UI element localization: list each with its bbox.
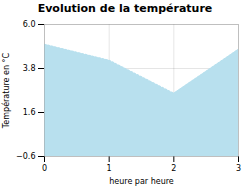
svg-text:3.8: 3.8: [23, 64, 36, 73]
svg-text:3: 3: [236, 164, 241, 173]
svg-text:heure par heure: heure par heure: [109, 177, 174, 186]
svg-text:1.6: 1.6: [23, 108, 36, 117]
svg-text:1: 1: [107, 164, 112, 173]
html-text:Evolution de la température: Evolution de la température: [37, 2, 213, 15]
svg-text:−0.6: −0.6: [16, 152, 35, 161]
svg-text:Température en °C: Température en °C: [1, 52, 11, 129]
svg-text:6.0: 6.0: [23, 20, 36, 29]
svg-text:0: 0: [42, 164, 47, 173]
svg-text:2: 2: [171, 164, 176, 173]
